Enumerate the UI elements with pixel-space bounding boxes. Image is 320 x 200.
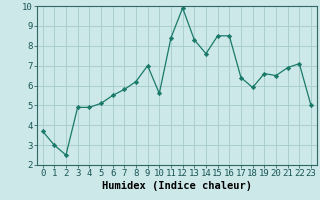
X-axis label: Humidex (Indice chaleur): Humidex (Indice chaleur) — [102, 181, 252, 191]
